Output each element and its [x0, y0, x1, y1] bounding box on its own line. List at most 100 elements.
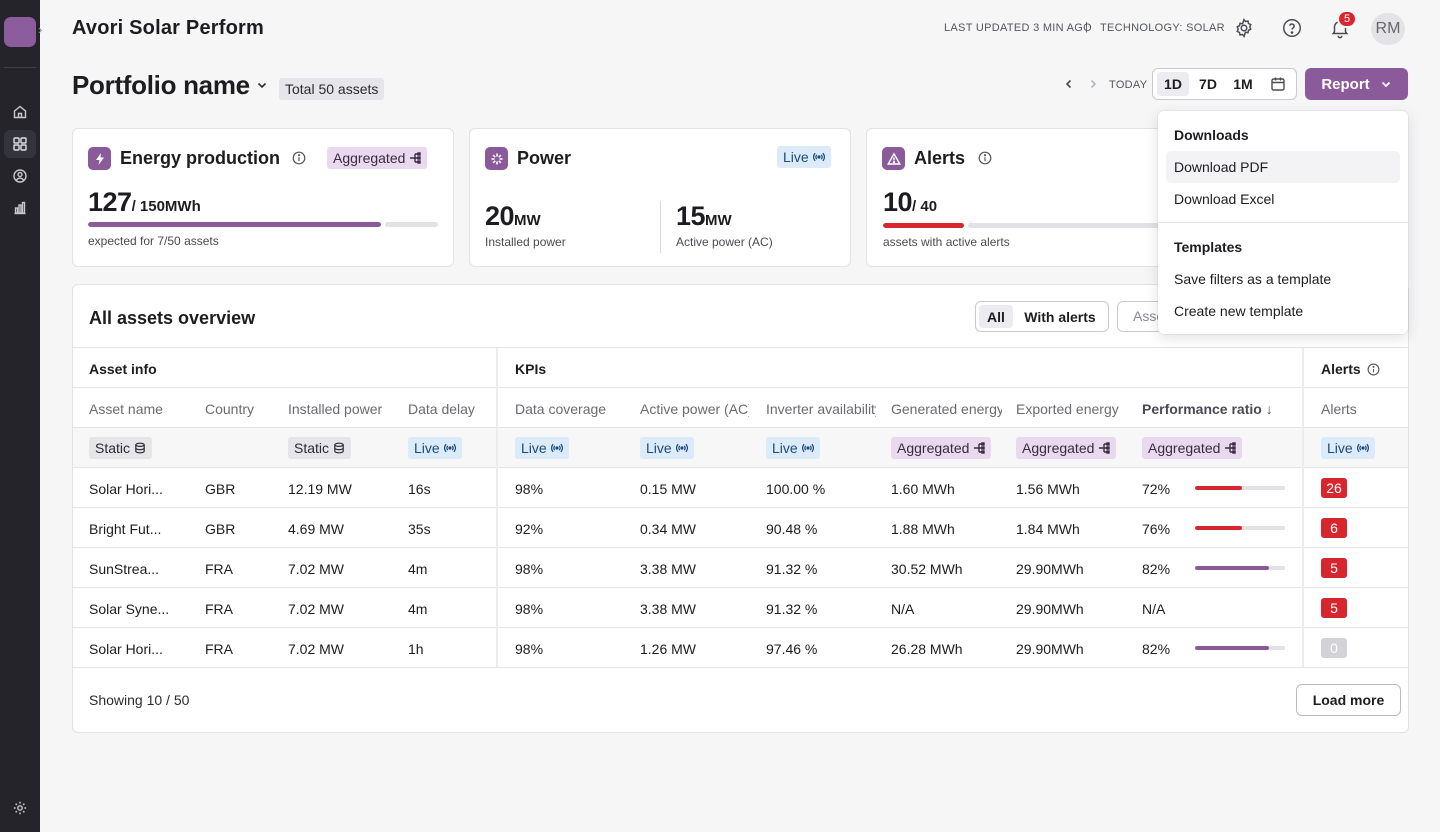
- cell-asset-name[interactable]: Bright Fut...: [89, 521, 162, 537]
- download-pdf-item[interactable]: Download PDF: [1166, 151, 1400, 183]
- alerts-card-title: Alerts: [914, 148, 966, 168]
- aggregated-tag-label: Aggregated: [1022, 440, 1095, 456]
- previous-period-button[interactable]: [1062, 77, 1076, 91]
- static-tag: Static: [89, 437, 153, 459]
- sidebar-divider: [4, 67, 36, 68]
- col-performance-ratio[interactable]: Performance ratio ↓: [1142, 401, 1292, 417]
- meta-separator: |: [1085, 21, 1088, 33]
- portfolio-dropdown-button[interactable]: [255, 78, 269, 97]
- sidebar-item-home[interactable]: [4, 98, 36, 126]
- cell-asset-name[interactable]: SunStrea...: [89, 561, 160, 577]
- cell-generated-energy: 1.60 MWh: [891, 481, 955, 497]
- table-row[interactable]: Bright Fut... GBR 4.69 MW 35s 92% 0.34 M…: [73, 508, 1408, 547]
- static-tag-label: Static: [294, 440, 330, 456]
- live-tag-label: Live: [646, 440, 672, 456]
- cell-data-delay: 4m: [408, 601, 428, 617]
- notification-badge: 5: [1337, 10, 1357, 28]
- live-tag: Live: [515, 437, 569, 459]
- col-alerts[interactable]: Alerts: [1321, 401, 1357, 417]
- cell-performance-ratio: 76%: [1142, 521, 1171, 537]
- load-more-button[interactable]: Load more: [1296, 684, 1401, 716]
- range-7d-button[interactable]: 7D: [1199, 76, 1217, 92]
- alert-count-badge[interactable]: 5: [1321, 598, 1347, 618]
- filter-with-alerts-button[interactable]: With alerts: [1024, 308, 1096, 325]
- today-button[interactable]: TODAY: [1109, 79, 1148, 91]
- aggregated-tag: Aggregated: [1142, 437, 1243, 459]
- app-logo[interactable]: [4, 17, 36, 47]
- report-button[interactable]: Report: [1305, 68, 1408, 100]
- cell-installed-power: 12.19 MW: [288, 481, 352, 497]
- cell-performance-ratio: 82%: [1142, 641, 1171, 657]
- cell-country: FRA: [205, 641, 233, 657]
- cell-installed-power: 4.69 MW: [288, 521, 345, 537]
- col-exported-energy[interactable]: Exported energy: [1016, 401, 1119, 417]
- help-button[interactable]: [1280, 16, 1304, 40]
- sidebar-item-analytics[interactable]: [4, 194, 36, 222]
- col-performance-ratio-label: Performance ratio: [1142, 401, 1262, 417]
- save-filters-template-item[interactable]: Save filters as a template: [1174, 271, 1332, 287]
- next-period-button[interactable]: [1086, 77, 1100, 91]
- chevron-right-icon[interactable]: ›: [38, 22, 43, 37]
- create-template-item[interactable]: Create new template: [1174, 303, 1304, 319]
- cell-performance-ratio: 82%: [1142, 561, 1171, 577]
- installed-power-label: Installed power: [485, 235, 566, 249]
- broadcast-icon: [675, 443, 688, 453]
- col-generated-energy[interactable]: Generated energy: [891, 401, 1002, 417]
- info-icon[interactable]: [292, 151, 306, 165]
- sidebar: ›: [0, 0, 43, 832]
- table-row[interactable]: Solar Hori... FRA 7.02 MW 1h 98% 1.26 MW…: [73, 628, 1408, 667]
- gear-icon: [1236, 18, 1252, 38]
- range-1m-button[interactable]: 1M: [1233, 76, 1253, 92]
- sidebar-item-settings[interactable]: [4, 794, 36, 822]
- table-title: All assets overview: [89, 308, 256, 328]
- sidebar-item-dashboard[interactable]: [4, 130, 36, 158]
- info-icon[interactable]: [978, 151, 992, 165]
- live-tag: Live: [1321, 437, 1375, 459]
- table-row[interactable]: SunStrea... FRA 7.02 MW 4m 98% 3.38 MW 9…: [73, 548, 1408, 587]
- col-asset-name[interactable]: Asset name: [89, 401, 163, 417]
- calendar-button[interactable]: [1265, 72, 1291, 96]
- col-installed-power[interactable]: Installed power: [288, 401, 383, 417]
- download-excel-item[interactable]: Download Excel: [1174, 191, 1275, 207]
- col-country[interactable]: Country: [205, 401, 255, 417]
- aggregated-tag: Aggregated: [327, 147, 428, 169]
- settings-button[interactable]: [1232, 16, 1256, 40]
- alert-count-badge[interactable]: 5: [1321, 558, 1347, 578]
- info-icon[interactable]: [1367, 363, 1380, 376]
- alert-count-badge[interactable]: 6: [1321, 518, 1347, 538]
- page-title[interactable]: Portfolio name: [72, 70, 250, 100]
- static-tag: Static: [288, 437, 352, 459]
- col-data-delay[interactable]: Data delay: [408, 401, 475, 417]
- cell-active-power: 1.26 MW: [640, 641, 697, 657]
- cell-asset-name[interactable]: Solar Hori...: [89, 641, 163, 657]
- col-data-coverage[interactable]: Data coverage: [515, 401, 607, 417]
- aggregate-icon: [1099, 442, 1111, 454]
- chevron-down-icon: [257, 82, 267, 89]
- sidebar-item-users[interactable]: [4, 162, 36, 190]
- bolt-icon: [88, 147, 111, 170]
- range-1d-button[interactable]: 1D: [1157, 72, 1189, 96]
- cell-inverter-availability: 97.46 %: [766, 641, 818, 657]
- filter-all-button[interactable]: All: [979, 305, 1013, 328]
- cell-country: FRA: [205, 561, 233, 577]
- cell-asset-name[interactable]: Solar Hori...: [89, 481, 163, 497]
- report-button-label: Report: [1321, 75, 1370, 93]
- installed-power-value: 20MW: [485, 201, 541, 232]
- energy-progress-bar: [88, 222, 438, 227]
- alert-count-badge[interactable]: 26: [1321, 478, 1347, 498]
- col-active-power[interactable]: Active power (AC): [640, 401, 749, 417]
- avatar[interactable]: RM: [1371, 13, 1405, 45]
- col-inverter-availability[interactable]: Inverter availability: [766, 401, 876, 417]
- cell-asset-name[interactable]: Solar Syne...: [89, 601, 170, 617]
- group-kpis: KPIs: [515, 361, 547, 377]
- cell-country: GBR: [205, 521, 236, 537]
- table-row[interactable]: Solar Syne... FRA 7.02 MW 4m 98% 3.38 MW…: [73, 588, 1408, 627]
- live-tag: Live: [408, 437, 462, 459]
- energy-card-title: Energy production: [120, 148, 281, 168]
- alert-count-badge[interactable]: 0: [1321, 638, 1347, 658]
- cell-inverter-availability: 91.32 %: [766, 601, 818, 617]
- cell-generated-energy: 30.52 MWh: [891, 561, 963, 577]
- cell-performance-ratio: 72%: [1142, 481, 1171, 497]
- group-alerts-label: Alerts: [1321, 361, 1361, 377]
- table-row[interactable]: Solar Hori... GBR 12.19 MW 16s 98% 0.15 …: [73, 468, 1408, 507]
